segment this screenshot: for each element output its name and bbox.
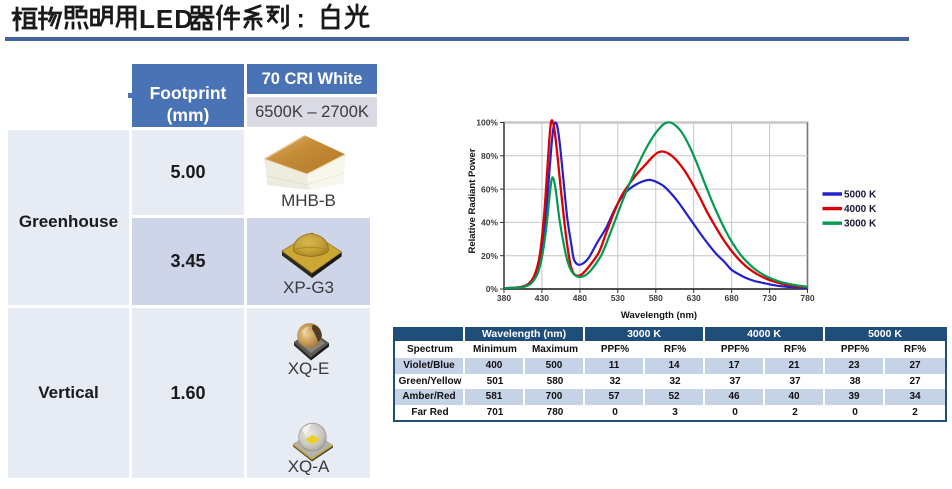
svg-text:730: 730 <box>763 293 777 303</box>
svg-text:4000 K: 4000 K <box>844 204 877 215</box>
svg-text:380: 380 <box>497 293 511 303</box>
svg-text:LED: LED <box>139 4 194 34</box>
svg-text:20%: 20% <box>481 251 498 261</box>
svg-text:630: 630 <box>687 293 701 303</box>
svg-text:480: 480 <box>573 293 587 303</box>
svg-text:0%: 0% <box>486 284 499 294</box>
svg-text:580: 580 <box>649 293 663 303</box>
svg-text:680: 680 <box>725 293 739 303</box>
svg-text:5000 K: 5000 K <box>844 190 877 201</box>
svg-text:3000 K: 3000 K <box>844 219 877 230</box>
svg-text:100%: 100% <box>476 118 498 128</box>
svg-text:780: 780 <box>800 293 814 303</box>
svg-text:Wavelength (nm): Wavelength (nm) <box>621 310 697 321</box>
svg-text:80%: 80% <box>481 151 498 161</box>
svg-text:Relative Radiant Power: Relative Radiant Power <box>467 148 478 253</box>
svg-text:530: 530 <box>611 293 625 303</box>
svg-text:430: 430 <box>535 293 549 303</box>
svg-text:40%: 40% <box>481 218 498 228</box>
svg-text:60%: 60% <box>481 184 498 194</box>
